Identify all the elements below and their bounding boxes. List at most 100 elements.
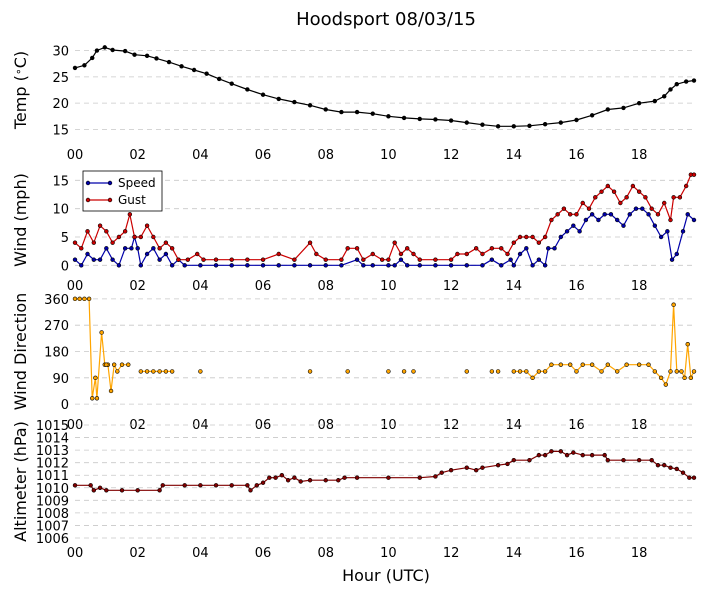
altimeter-point-0-22 (298, 479, 303, 484)
temp-point-0-20 (307, 103, 313, 108)
direction-point-2-5 (542, 369, 548, 374)
wind-point-0-35 (398, 257, 404, 262)
altimeter-point-0-50 (621, 457, 626, 463)
temp-point-0-34 (527, 123, 532, 128)
direction-point-1-4 (163, 369, 169, 374)
direction-point-2-26 (685, 341, 690, 347)
direction-ytick-2: 180 (44, 346, 69, 361)
altimeter-point-0-2 (91, 488, 97, 493)
wind-point-0-50 (542, 263, 548, 268)
wind-point-0-0 (72, 257, 78, 262)
direction-point-0-2 (82, 296, 87, 302)
temp-point-0-19 (292, 99, 297, 105)
direction-point-2-20 (663, 382, 668, 387)
wind-point-0-8 (122, 246, 128, 251)
temp-xtick-0: 00 (67, 148, 84, 163)
wind-point-1-22 (229, 257, 234, 262)
temp-point-0-8 (144, 53, 150, 58)
wind-point-0-29 (339, 263, 344, 268)
altimeter-point-0-35 (480, 465, 485, 470)
wind-legend-label-0: Speed (118, 176, 156, 190)
wind-point-0-7 (116, 263, 122, 268)
wind-point-1-25 (276, 251, 281, 257)
direction-point-1-1 (144, 369, 150, 374)
temp-point-0-30 (464, 120, 469, 125)
temp-xtick-2: 04 (192, 148, 209, 163)
altimeter-ytick-5: 1011 (36, 469, 69, 484)
altimeter-point-0-44 (564, 452, 570, 458)
direction-point-2-12 (599, 369, 604, 374)
altimeter-xtick-3: 06 (255, 546, 272, 561)
wind-point-1-58 (555, 212, 560, 217)
temp-point-0-17 (260, 92, 266, 97)
temp-point-0-25 (386, 114, 391, 119)
altimeter-point-0-43 (558, 449, 563, 454)
wind-point-1-44 (455, 251, 460, 257)
direction-point-2-15 (624, 362, 629, 367)
altimeter-point-0-30 (433, 474, 438, 479)
temp-point-0-7 (132, 52, 137, 57)
wind-ytick-0: 0 (61, 259, 69, 274)
altimeter-point-0-40 (536, 452, 542, 458)
wind-point-1-54 (530, 234, 535, 240)
wind-point-1-81 (691, 172, 697, 177)
wind-point-1-7 (116, 234, 122, 240)
wind-point-0-53 (558, 234, 563, 240)
altimeter-point-0-12 (229, 483, 234, 488)
wind-point-1-6 (110, 240, 115, 245)
altimeter-point-0-15 (254, 483, 259, 488)
temp-point-0-47 (691, 78, 697, 83)
altimeter-point-0-41 (542, 452, 548, 458)
wind-point-0-56 (577, 229, 582, 234)
altimeter-point-0-56 (674, 466, 679, 472)
direction-point-2-14 (615, 369, 620, 374)
altimeter-point-0-16 (260, 480, 266, 485)
wind-point-1-62 (580, 200, 585, 206)
temp-xtick-9: 18 (631, 148, 648, 163)
temp-point-0-37 (574, 117, 579, 123)
wind-point-1-36 (386, 257, 391, 262)
altimeter-point-0-25 (336, 478, 341, 483)
chart-title: Hoodsport 08/03/15 (296, 9, 476, 30)
direction-point-0-0 (72, 296, 78, 302)
wind-point-1-33 (361, 257, 366, 262)
altimeter-point-0-51 (636, 457, 642, 463)
wind-point-1-65 (599, 189, 604, 194)
wind-point-1-16 (169, 246, 175, 251)
wind-legend-marker-start-1 (85, 197, 91, 203)
wind-point-1-0 (72, 240, 78, 245)
temp-point-0-4 (102, 45, 107, 50)
temp-point-0-6 (122, 48, 128, 54)
direction-point-2-24 (679, 369, 684, 374)
wind-point-0-69 (658, 234, 664, 240)
wind-point-0-12 (138, 263, 144, 268)
wind-point-0-23 (245, 263, 250, 268)
temp-point-0-24 (370, 111, 375, 116)
altimeter-point-0-52 (649, 457, 654, 463)
wind-legend-marker-end-0 (107, 180, 113, 186)
altimeter-point-0-28 (386, 475, 391, 480)
altimeter-point-0-6 (135, 488, 140, 493)
altimeter-point-0-55 (668, 465, 673, 470)
altimeter-xtick-1: 02 (129, 546, 146, 561)
direction-series-line-2 (513, 304, 695, 386)
wind-point-1-23 (245, 257, 250, 262)
temp-point-0-14 (216, 76, 222, 82)
direction-point-1-2 (151, 369, 156, 374)
direction-point-0-14 (126, 362, 131, 367)
temp-ytick-3: 30 (52, 45, 69, 60)
direction-scatter-point-3 (345, 369, 350, 374)
wind-point-0-25 (276, 263, 281, 268)
altimeter-ytick-2: 1008 (36, 507, 69, 522)
wind-point-0-4 (97, 257, 103, 262)
wind-point-0-3 (91, 257, 97, 262)
altimeter-point-0-26 (342, 475, 347, 480)
wind-xtick-9: 18 (631, 279, 648, 294)
altimeter-point-0-18 (273, 475, 278, 480)
wind-legend: Speed Gust (82, 170, 163, 212)
direction-xtick-3: 06 (255, 418, 272, 433)
wind-point-1-49 (499, 246, 504, 251)
temp-point-0-38 (589, 113, 595, 118)
wind-point-0-31 (361, 263, 366, 268)
wind-point-0-62 (615, 217, 620, 223)
